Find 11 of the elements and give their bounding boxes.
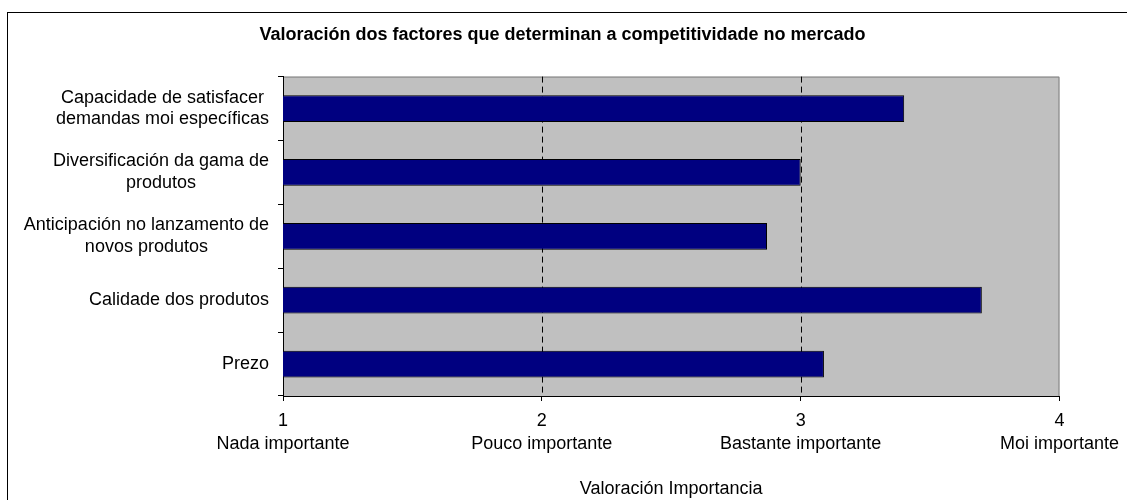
x-tick-label: 4 Moi importante — [999, 409, 1120, 454]
y-tick-label: Calidade dos produtos — [88, 289, 269, 310]
x-tick-label: 2 Pouco importante — [471, 409, 613, 454]
x-tick-label: 1 Nada importante — [216, 409, 350, 454]
y-tick-label: Prezo — [221, 353, 269, 374]
x-tick-label: 3 Bastante importante — [720, 409, 882, 454]
y-tick-label: Anticipación no lanzamento de novos produtos — [23, 214, 269, 257]
y-tick-label: Diversificación da gama de produtos — [52, 150, 269, 193]
x-axis-title: Valoración Importancia — [579, 478, 764, 499]
chart-title: Valoración dos factores que determinan a competitividade no mercado — [259, 23, 866, 44]
y-tick-label: Capacidade de satisfacer demandas moi específicas — [55, 86, 269, 129]
